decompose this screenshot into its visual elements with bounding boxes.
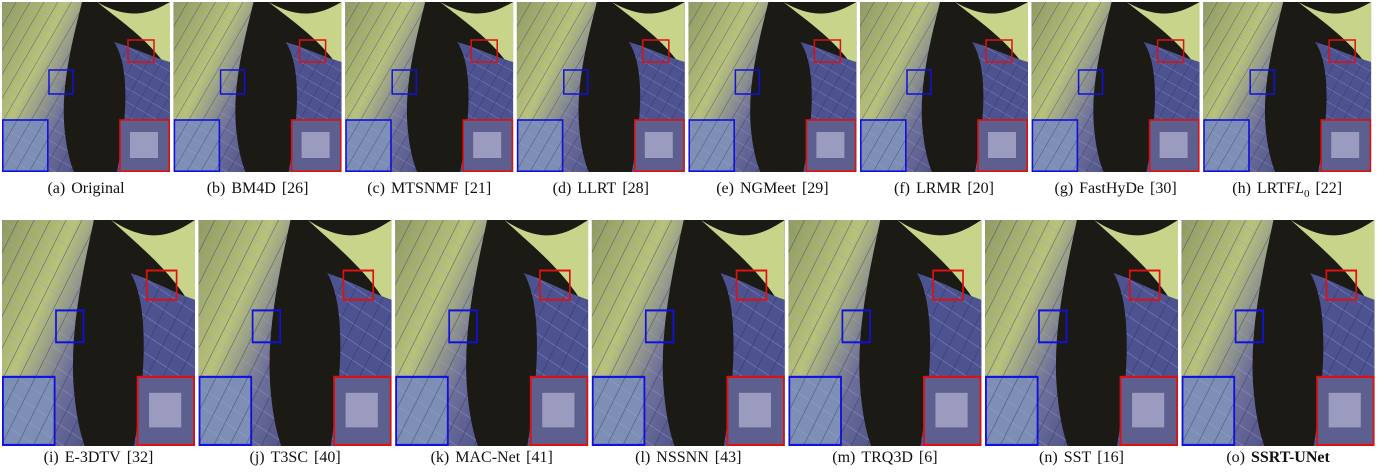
caption-name: LRTF	[1257, 180, 1295, 197]
result-image	[1032, 2, 1200, 172]
caption-name: LLRT	[577, 180, 616, 197]
caption-ref: [22]	[1315, 180, 1342, 197]
caption-name: T3SC	[271, 449, 308, 466]
caption-name: Original	[71, 180, 125, 197]
result-image	[2, 2, 170, 172]
caption-name: NSSNN	[656, 449, 709, 466]
caption-ref: [43]	[715, 449, 742, 466]
image-content	[1182, 220, 1375, 446]
result-image	[395, 220, 588, 446]
image-content	[860, 2, 1028, 172]
result-image	[2, 220, 195, 446]
result-image	[174, 2, 342, 172]
caption: (g) FastHyDe [30]	[1054, 180, 1176, 197]
image-content	[2, 2, 170, 172]
image-content	[592, 220, 785, 446]
result-image	[788, 220, 981, 446]
caption-label: (k)	[431, 449, 450, 466]
caption-ref: [32]	[127, 449, 154, 466]
result-image	[860, 2, 1028, 172]
caption-label: (c)	[367, 180, 385, 197]
caption-label: (m)	[832, 449, 855, 466]
figure: (a)Original(b)BM4D[26](c)MTSNMF[21](d)LL…	[0, 0, 1392, 472]
image-content	[2, 220, 195, 446]
caption-ref: [20]	[967, 180, 994, 197]
caption: (b) BM4D [26]	[207, 180, 309, 197]
result-image	[199, 220, 392, 446]
image-content	[199, 220, 392, 446]
caption: (c) MTSNMF [21]	[367, 180, 491, 197]
caption-ref: [26]	[282, 180, 309, 197]
caption-ref: [16]	[1097, 449, 1124, 466]
caption: (o) SSRT-UNet	[1226, 449, 1330, 466]
image-content	[985, 220, 1178, 446]
caption-ref: [30]	[1150, 180, 1177, 197]
caption-name: MTSNMF	[391, 180, 459, 197]
caption-label: (h)	[1232, 180, 1251, 197]
image-content	[395, 220, 588, 446]
caption: (i) E-3DTV [32]	[44, 449, 154, 466]
caption-ref: [29]	[802, 180, 829, 197]
caption: (m) TRQ3D [6]	[832, 449, 937, 466]
result-image	[592, 220, 785, 446]
caption-name: SST	[1064, 449, 1092, 466]
caption-label: (b)	[207, 180, 226, 197]
caption: (l) NSSNN [43]	[635, 449, 741, 466]
caption-name: E-3DTV	[65, 449, 121, 466]
caption-label: (d)	[553, 180, 572, 197]
caption-name: SSRT-UNet	[1251, 449, 1331, 466]
caption-name: FastHyDe	[1079, 180, 1144, 197]
caption-name: LRMR	[916, 180, 962, 197]
image-content	[174, 2, 342, 172]
caption-name: BM4D	[231, 180, 275, 197]
image-content	[345, 2, 513, 172]
caption-name: TRQ3D	[861, 449, 913, 466]
caption-label: (j)	[250, 449, 265, 466]
caption-ref: [21]	[465, 180, 492, 197]
caption-label: (l)	[635, 449, 650, 466]
caption-label: (f)	[894, 180, 910, 197]
result-image	[985, 220, 1178, 446]
caption-ref: [41]	[526, 449, 553, 466]
result-image	[1182, 220, 1375, 446]
caption-label: (o)	[1226, 449, 1245, 466]
caption-ref: [6]	[919, 449, 938, 466]
caption-name: NGMeet	[740, 180, 797, 197]
image-content	[1203, 2, 1371, 172]
result-image	[688, 2, 856, 172]
caption: (d) LLRT [28]	[553, 180, 649, 197]
caption-ref: [28]	[622, 180, 649, 197]
result-image	[1203, 2, 1371, 172]
caption-label: (e)	[716, 180, 734, 197]
caption: (e) NGMeet [29]	[716, 180, 828, 197]
caption: (a) Original	[47, 180, 125, 197]
caption-subscript: 0	[1304, 188, 1310, 200]
image-content	[788, 220, 981, 446]
caption-label: (g)	[1054, 180, 1073, 197]
caption: (k) MAC-Net [41]	[431, 449, 553, 466]
caption-label: (a)	[47, 180, 65, 197]
caption-label: (i)	[44, 449, 59, 466]
caption-name: MAC-Net	[455, 449, 520, 466]
caption: (j) T3SC [40]	[250, 449, 341, 466]
result-image	[345, 2, 513, 172]
caption: (h) LRTFL0 [22]	[1232, 180, 1342, 200]
caption-label: (n)	[1039, 449, 1058, 466]
caption: (f) LRMR [20]	[894, 180, 994, 197]
caption-ref: [40]	[314, 449, 341, 466]
result-image	[517, 2, 685, 172]
image-content	[517, 2, 685, 172]
caption: (n) SST [16]	[1039, 449, 1124, 466]
caption-math: L	[1294, 180, 1304, 197]
image-content	[1032, 2, 1200, 172]
image-content	[688, 2, 856, 172]
